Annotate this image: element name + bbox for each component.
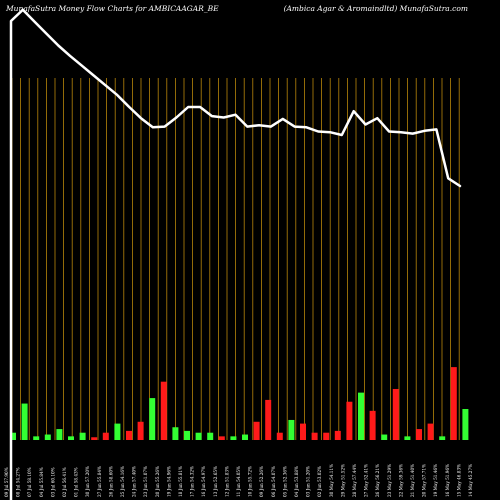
volume-bar	[288, 419, 295, 440]
volume-bar	[334, 430, 341, 440]
x-tick-label: 29 May 51.52%	[340, 464, 345, 497]
volume-bar	[126, 430, 132, 440]
x-tick-label: 08 Jul 54.27%	[16, 467, 21, 497]
x-tick-label: 14 May 45.27%	[468, 464, 473, 497]
x-tick-label: 15 May 46.83%	[456, 464, 461, 497]
chart-grid	[11, 78, 460, 440]
volume-bar	[79, 432, 86, 440]
x-tick-label: 24 Jun 57.40%	[132, 466, 137, 497]
volume-bar	[439, 436, 446, 440]
x-tick-label: 27 Jun 55.84%	[97, 466, 102, 497]
volume-bar	[10, 432, 16, 440]
x-tick-label: 30 Jun 57.20%	[85, 466, 90, 497]
volume-bar	[427, 423, 434, 440]
volume-bar	[323, 432, 330, 440]
volume-bar	[91, 437, 98, 440]
volume-bar	[114, 423, 121, 440]
volume-bar	[44, 434, 51, 440]
volume-bar	[346, 401, 353, 440]
volume-bar	[276, 432, 283, 440]
x-tick-label: 04 Jul 55.84%	[39, 467, 44, 497]
x-tick-label: 19 May 51.46%	[433, 464, 438, 497]
x-tick-label: 09 Jul 57.90%	[4, 467, 9, 497]
x-tick-label: 21 May 51.40%	[410, 464, 415, 497]
x-tick-label: 19 Jun 54.96%	[166, 466, 171, 497]
volume-bar	[33, 436, 40, 440]
x-tick-label: 16 May 51.96%	[445, 464, 450, 497]
x-tick-label: 18 Jun 55.81%	[178, 466, 183, 497]
x-tick-label: 01 Jul 58.43%	[74, 467, 79, 497]
x-tick-label: 22 May 59.36%	[398, 464, 403, 497]
volume-bar	[137, 421, 144, 440]
x-tick-label: 07 Jul 58.10%	[27, 467, 32, 497]
x-tick-label: 03 Jul 60.10%	[50, 467, 55, 497]
volume-bar	[68, 436, 74, 440]
x-tick-label: 03 Jun 51.20%	[306, 466, 311, 497]
x-tick-label: 02 Jul 56.41%	[62, 467, 67, 497]
volume-bar	[392, 388, 399, 440]
chart-subtitle: (Ambica Agar & Aromaindltd) MunafaSutra.…	[284, 4, 468, 13]
volume-bar	[230, 436, 237, 440]
chart-title: MunafaSutra Money Flow Charts for AMBICA…	[5, 4, 219, 13]
x-tick-label: 27 May 52.41%	[364, 464, 369, 497]
x-tick-label: 12 Jun 51.83%	[224, 466, 229, 497]
volume-bar	[195, 432, 202, 440]
volume-bar	[358, 392, 364, 440]
x-tick-label: 30 May 54.11%	[329, 464, 334, 497]
volume-bar	[311, 432, 318, 440]
x-tick-label: 06 Jun 54.07%	[271, 466, 276, 497]
volume-bar	[207, 432, 214, 440]
volume-bar	[218, 436, 225, 440]
x-tick-label: 23 May 51.29%	[387, 464, 392, 497]
x-tick-label: 20 May 57.71%	[422, 464, 427, 497]
volume-bar	[404, 436, 411, 440]
x-tick-label: 02 Jun 53.02%	[317, 466, 322, 497]
volume-bar	[160, 381, 167, 440]
x-tick-label: 09 Jun 52.26%	[259, 466, 264, 497]
x-tick-label: 13 Jun 52.65%	[213, 466, 218, 497]
volume-bar	[416, 429, 422, 440]
volume-bar	[102, 432, 109, 440]
x-tick-label: 23 Jun 51.07%	[143, 466, 148, 497]
x-tick-label: 26 Jun 58.60%	[108, 466, 113, 497]
x-tick-label: 17 Jun 54.32%	[190, 466, 195, 497]
volume-bar	[369, 410, 376, 440]
volume-bar	[242, 434, 248, 440]
volume-bar	[56, 429, 63, 440]
x-tick-label: 26 May 56.21%	[375, 464, 380, 497]
volume-bar	[149, 398, 156, 440]
x-tick-label: 28 May 57.44%	[352, 464, 357, 497]
volume-bar	[300, 423, 306, 440]
x-tick-label: 10 Jun 55.72%	[248, 466, 253, 497]
volume-bar	[172, 427, 179, 440]
x-tick-label: 04 Jun 53.88%	[294, 466, 299, 497]
x-tick-label: 20 Jun 55.26%	[155, 466, 160, 497]
volume-bar	[184, 430, 190, 440]
volume-bars	[10, 367, 469, 440]
volume-bar	[21, 403, 28, 440]
x-tick-labels: 09 Jul 57.90% 08 Jul 54.27% 07 Jul 58.10% 0…	[4, 464, 473, 497]
x-tick-label: 11 Jun 54.05%	[236, 466, 241, 497]
volume-bar	[265, 399, 272, 440]
volume-bar	[450, 367, 457, 440]
volume-bar	[462, 409, 469, 440]
volume-bar	[253, 421, 260, 440]
price-line	[9, 8, 462, 500]
x-tick-label: 25 Jun 54.16%	[120, 466, 125, 497]
x-tick-label: 05 Jun 52.36%	[282, 466, 287, 497]
x-tick-label: 16 Jun 54.97%	[201, 466, 206, 497]
volume-bar	[381, 434, 388, 440]
